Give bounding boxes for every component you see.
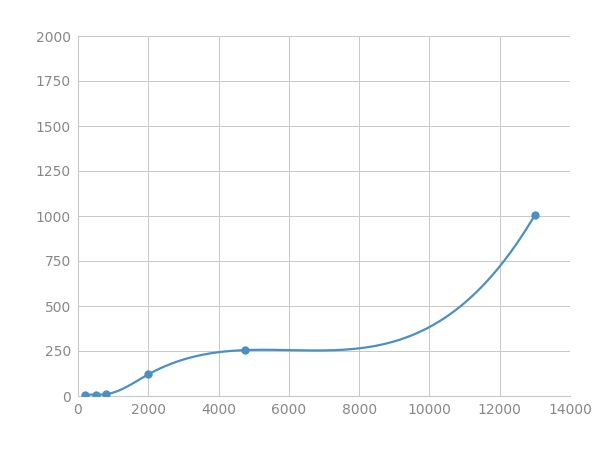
Point [143,371,153,378]
Point [101,391,111,398]
Point [91,391,100,398]
Point [530,212,539,219]
Point [240,346,250,354]
Point [80,392,90,399]
